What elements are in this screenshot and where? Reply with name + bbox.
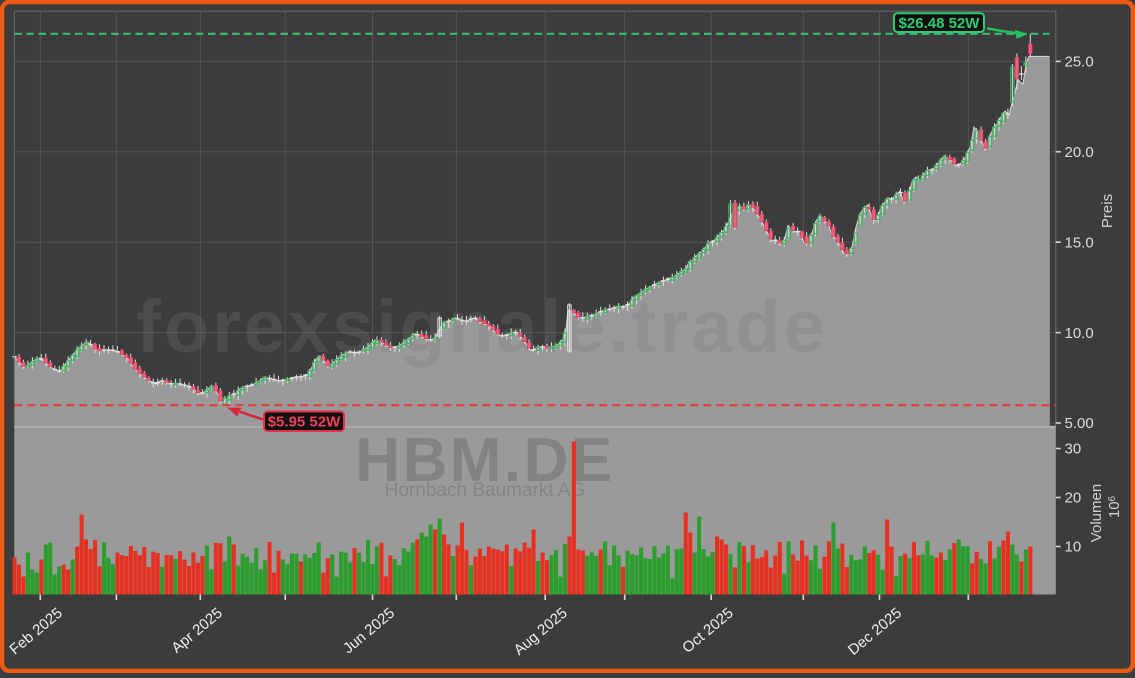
svg-text:Volumen: Volumen (1088, 484, 1105, 542)
svg-text:30: 30 (1065, 441, 1082, 458)
svg-text:$26.48 52W: $26.48 52W (899, 15, 981, 32)
svg-text:HBM.DE: HBM.DE (355, 426, 615, 495)
svg-text:10.0: 10.0 (1065, 325, 1094, 342)
svg-text:Hornbach Baumarkt AG: Hornbach Baumarkt AG (385, 480, 586, 501)
svg-text:$5.95 52W: $5.95 52W (268, 413, 341, 430)
svg-text:15.0: 15.0 (1065, 234, 1094, 251)
svg-text:20.0: 20.0 (1065, 144, 1094, 161)
svg-text:25.0: 25.0 (1065, 54, 1094, 71)
svg-text:10: 10 (1065, 539, 1082, 556)
svg-text:forexsignale.trade: forexsignale.trade (136, 285, 827, 368)
svg-text:5.00: 5.00 (1065, 415, 1094, 432)
svg-text:20: 20 (1065, 490, 1082, 507)
svg-text:Preis: Preis (1099, 194, 1116, 228)
